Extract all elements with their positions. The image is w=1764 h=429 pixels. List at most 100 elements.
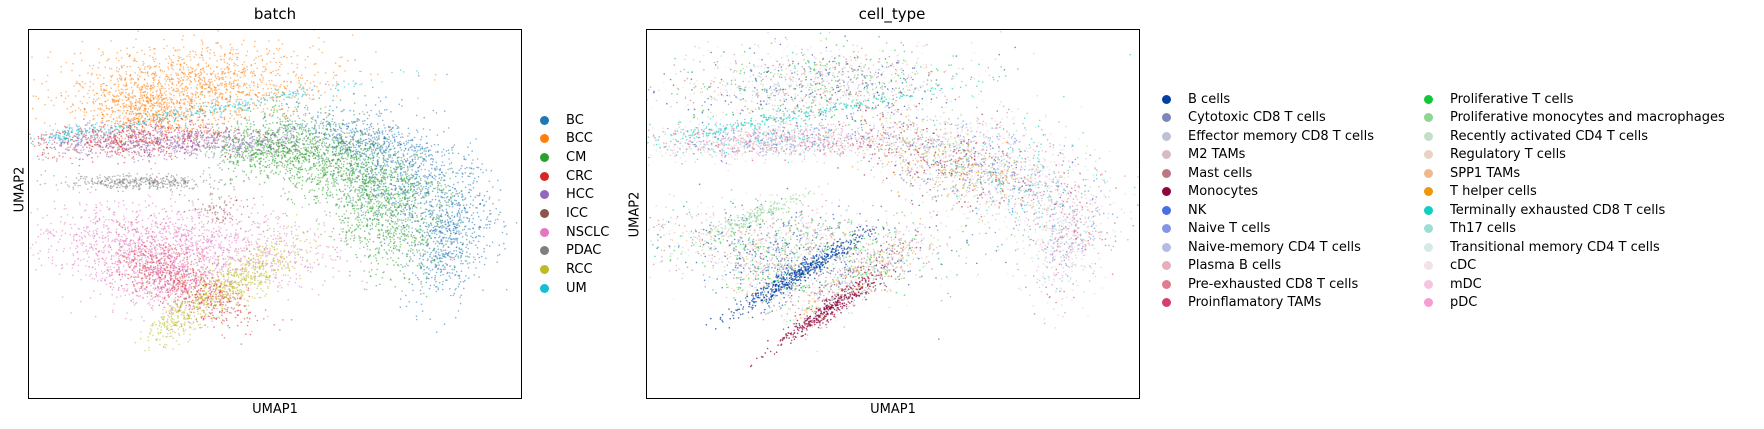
legend-item: Mast cells xyxy=(1162,163,1252,183)
legend-label: NK xyxy=(1188,203,1206,218)
legend-item: Terminally exhausted CD8 T cells xyxy=(1424,200,1665,220)
legend-label: Proliferative monocytes and macrophages xyxy=(1450,110,1725,125)
legend-item: Proliferative monocytes and macrophages xyxy=(1424,108,1725,128)
legend-item: NSCLC xyxy=(540,222,609,242)
legend-label: Mast cells xyxy=(1188,166,1252,181)
points-cell-type xyxy=(653,35,1016,133)
points-prolif-mono xyxy=(669,183,829,257)
points-cell-type xyxy=(916,73,1136,265)
legend-label: mDC xyxy=(1450,277,1482,292)
legend-label: M2 TAMs xyxy=(1188,147,1245,162)
legend-marker xyxy=(1424,168,1433,178)
legend-marker xyxy=(1424,150,1433,159)
legend-item: Monocytes xyxy=(1162,182,1258,202)
points-cm xyxy=(156,84,491,241)
points-cell-type xyxy=(1016,169,1119,325)
points-b-cells xyxy=(705,225,885,330)
points-cell-type xyxy=(817,80,1088,241)
points-cell-type xyxy=(907,83,1136,289)
legend-item: Pre-exhausted CD8 T cells xyxy=(1162,274,1358,294)
legend-marker xyxy=(1424,279,1433,289)
legend-marker xyxy=(1162,187,1171,196)
legend-label: Recently activated CD4 T cells xyxy=(1450,129,1648,144)
scatter-plot-cell-type xyxy=(647,30,1139,368)
points-cell-type xyxy=(826,89,1109,223)
legend-label: Transitional memory CD4 T cells xyxy=(1450,240,1660,255)
points-cell-type xyxy=(651,41,987,138)
legend-label: Terminally exhausted CD8 T cells xyxy=(1450,203,1665,218)
points-cell-type xyxy=(649,198,1031,298)
legend-marker xyxy=(1424,298,1433,307)
legend-label: Proliferative T cells xyxy=(1450,92,1573,107)
legend-label: Proinflamatory TAMs xyxy=(1188,295,1321,310)
legend-item: CM xyxy=(540,147,586,167)
legend-item: Transitional memory CD4 T cells xyxy=(1424,237,1660,257)
legend-marker xyxy=(540,134,549,144)
legend-marker xyxy=(1424,187,1433,196)
scatter-plot-batch xyxy=(29,30,518,352)
points-monocytes xyxy=(749,247,922,368)
legend-marker xyxy=(540,246,549,256)
legend-item: Proinflamatory TAMs xyxy=(1162,293,1321,313)
points-cell-type xyxy=(1017,169,1111,317)
legend-label: Naive-memory CD4 T cells xyxy=(1188,240,1361,255)
points-cell-type xyxy=(1022,165,1122,329)
legend-label: NSCLC xyxy=(566,225,609,240)
points-cm xyxy=(193,116,326,185)
points-cell-type xyxy=(648,110,868,164)
legend-item: SPP1 TAMs xyxy=(1424,163,1520,183)
x-axis-label-batch: UMAP1 xyxy=(28,402,522,417)
legend-marker xyxy=(1162,298,1171,307)
legend-item: Naive-memory CD4 T cells xyxy=(1162,237,1361,257)
points-cell-type xyxy=(649,193,1017,295)
legend-label: BCC xyxy=(566,131,593,146)
points-rcc xyxy=(134,282,221,352)
legend-marker xyxy=(540,152,549,162)
legend-item: BCC xyxy=(540,129,593,149)
legend-item: pDC xyxy=(1424,293,1477,313)
legend-marker xyxy=(540,227,549,237)
legend-marker xyxy=(1424,242,1433,252)
chart-title-batch: batch xyxy=(28,5,522,23)
legend-marker xyxy=(1424,261,1433,270)
plot-area-cell-type xyxy=(646,29,1140,399)
legend-item: Th17 cells xyxy=(1424,219,1516,239)
legend-marker xyxy=(1162,205,1171,215)
points-pdac xyxy=(36,170,269,193)
legend-label: Effector memory CD8 T cells xyxy=(1188,129,1374,144)
points-cell-type xyxy=(661,119,861,163)
legend-item: CRC xyxy=(540,166,593,186)
points-cell-type xyxy=(659,119,827,172)
legend-item: cDC xyxy=(1424,256,1476,276)
legend-marker xyxy=(1424,224,1433,233)
points-cell-type xyxy=(922,95,1129,259)
points-cell-type xyxy=(1018,146,1139,318)
legend-label: RCC xyxy=(566,262,593,277)
legend-label: B cells xyxy=(1188,92,1230,107)
legend-marker xyxy=(1424,94,1433,104)
points-bc xyxy=(382,142,505,334)
points-cell-type xyxy=(658,38,1035,157)
legend-item: Proliferative T cells xyxy=(1424,89,1573,109)
points-terminally-exhausted xyxy=(655,53,1131,146)
points-um xyxy=(29,69,420,146)
points-cell-type xyxy=(648,36,990,132)
legend-item: Effector memory CD8 T cells xyxy=(1162,126,1374,146)
legend-marker xyxy=(1424,113,1433,122)
legend-label: cDC xyxy=(1450,258,1476,273)
points-cell-type xyxy=(701,237,851,323)
legend-item: Regulatory T cells xyxy=(1424,145,1566,165)
legend-marker xyxy=(1162,150,1171,159)
points-cell-type xyxy=(831,92,1066,223)
points-nsclc xyxy=(29,175,454,318)
legend-label: ICC xyxy=(566,206,588,221)
legend-label: Pre-exhausted CD8 T cells xyxy=(1188,277,1358,292)
legend-marker xyxy=(540,115,549,125)
legend-marker xyxy=(1162,131,1171,141)
points-rcc xyxy=(147,214,331,343)
legend-marker xyxy=(1162,94,1171,104)
points-cm xyxy=(308,123,508,298)
points-bcc xyxy=(31,30,437,149)
legend-marker xyxy=(1162,113,1171,122)
legend-label: Plasma B cells xyxy=(1188,258,1281,273)
